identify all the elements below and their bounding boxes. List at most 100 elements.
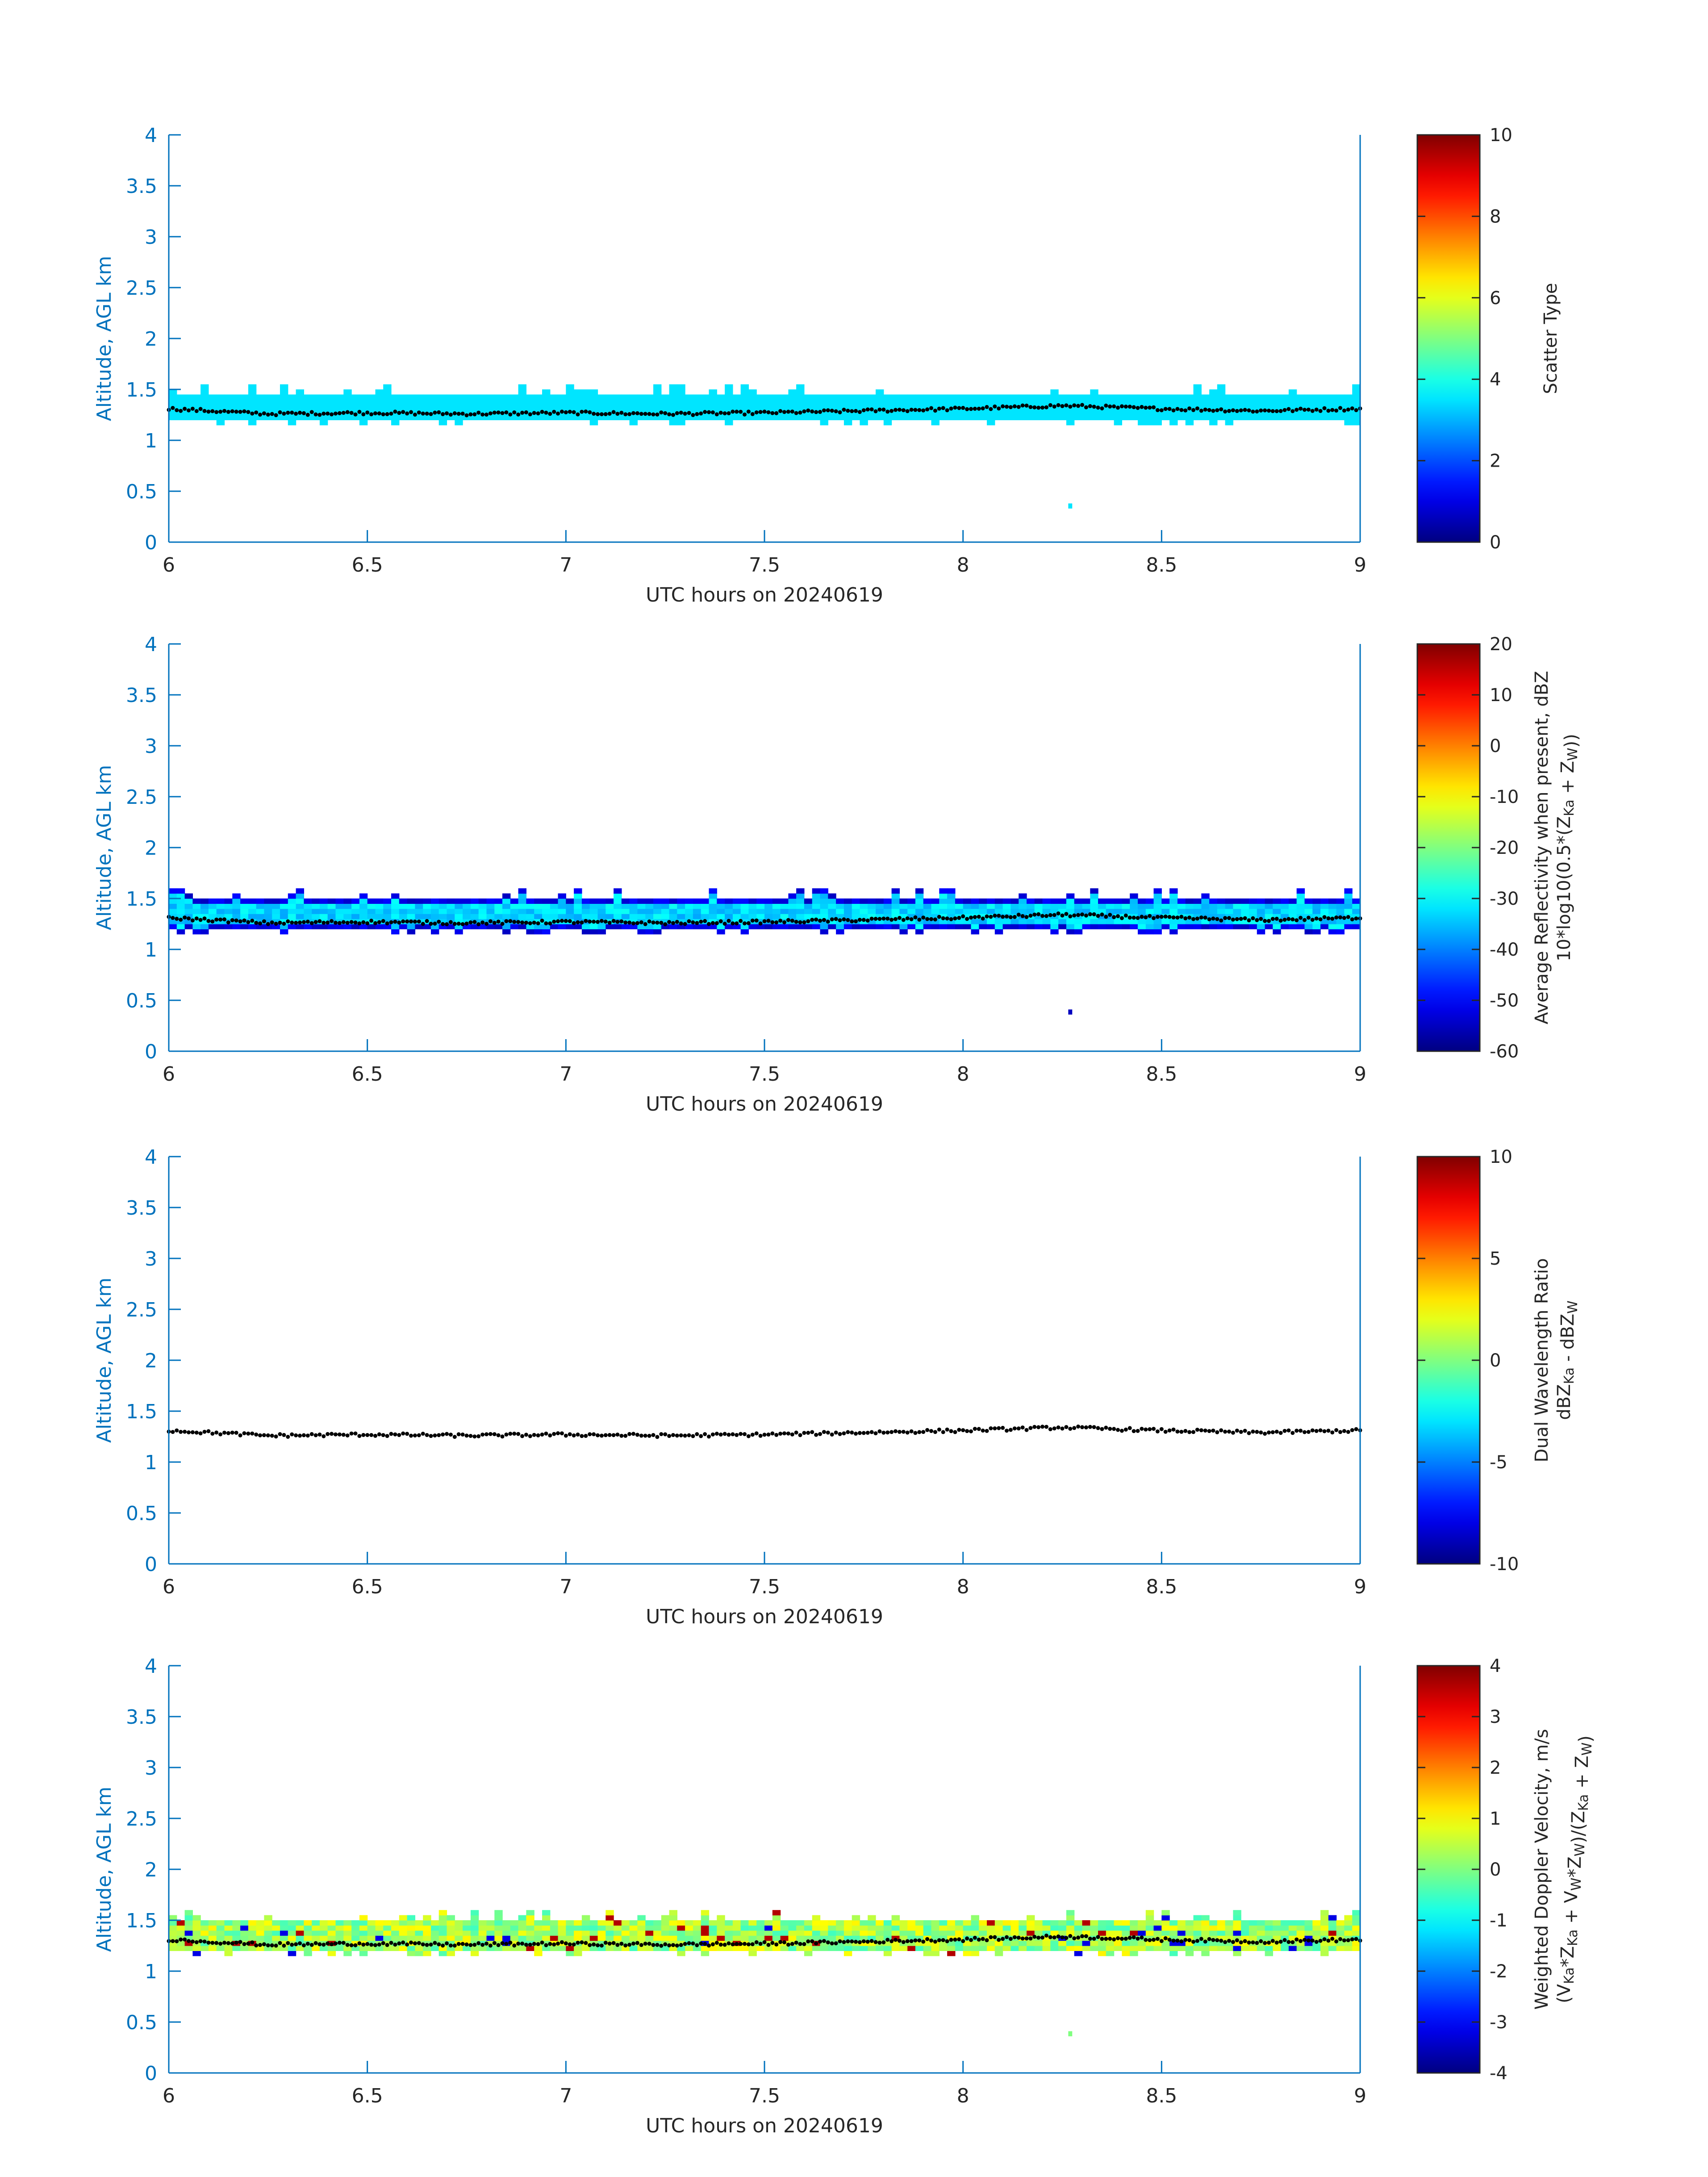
heatmap-cell bbox=[478, 1920, 487, 1926]
heatmap-cell bbox=[272, 1920, 280, 1926]
heatmap-cell bbox=[1217, 1920, 1226, 1926]
boundary-dot bbox=[881, 916, 886, 921]
heatmap-cell bbox=[288, 399, 296, 405]
heatmap-cell bbox=[1027, 898, 1035, 904]
boundary-dot bbox=[556, 411, 560, 416]
boundary-dot bbox=[941, 916, 945, 920]
heatmap-cell bbox=[423, 1946, 431, 1951]
heatmap-cell bbox=[415, 1930, 423, 1936]
heatmap-cell bbox=[1320, 903, 1329, 909]
heatmap-cell bbox=[796, 888, 805, 894]
boundary-dot bbox=[909, 1429, 914, 1433]
boundary-dot bbox=[417, 410, 421, 415]
heatmap-cell bbox=[399, 924, 408, 929]
boundary-dot bbox=[520, 1434, 524, 1438]
heatmap-cell bbox=[1138, 924, 1146, 929]
boundary-dot bbox=[266, 1943, 270, 1947]
boundary-dot bbox=[266, 412, 270, 417]
heatmap-cell bbox=[1265, 399, 1273, 405]
boundary-dot bbox=[989, 407, 993, 411]
heatmap-cell bbox=[1233, 1951, 1241, 1956]
heatmap-cell bbox=[288, 924, 296, 929]
heatmap-cell bbox=[780, 1930, 789, 1936]
heatmap-cell bbox=[343, 1946, 352, 1951]
heatmap-cell bbox=[240, 903, 249, 909]
heatmap-cell bbox=[1074, 1930, 1083, 1936]
boundary-dot bbox=[846, 918, 850, 922]
boundary-dot bbox=[460, 922, 465, 926]
heatmap-cell bbox=[772, 1925, 781, 1931]
heatmap-cell bbox=[383, 1930, 392, 1936]
heatmap-cell bbox=[1209, 1930, 1218, 1936]
heatmap-cell bbox=[192, 1951, 201, 1956]
boundary-dot bbox=[206, 409, 211, 414]
heatmap-cell bbox=[883, 394, 892, 400]
boundary-dot bbox=[1024, 403, 1029, 408]
boundary-dot bbox=[691, 1434, 695, 1438]
heatmap-cell bbox=[868, 1946, 876, 1951]
heatmap-cell bbox=[589, 1925, 598, 1931]
heatmap-cell bbox=[812, 415, 821, 420]
heatmap-cell bbox=[677, 399, 685, 405]
heatmap-cell bbox=[1177, 898, 1186, 904]
boundary-dot bbox=[187, 1939, 191, 1943]
heatmap-cell bbox=[296, 405, 304, 410]
heatmap-cell bbox=[518, 384, 526, 390]
boundary-dot bbox=[1326, 409, 1331, 413]
heatmap-cell bbox=[1304, 898, 1313, 904]
heatmap-cell bbox=[820, 399, 828, 405]
x-tick-label: 9 bbox=[1354, 554, 1366, 577]
heatmap-cell bbox=[1161, 409, 1170, 415]
y-tick-label: 2.5 bbox=[126, 786, 157, 809]
heatmap-cell bbox=[280, 1940, 288, 1946]
heatmap-cell bbox=[931, 394, 940, 400]
boundary-dot bbox=[309, 1432, 314, 1436]
heatmap-cell bbox=[1336, 1930, 1345, 1936]
heatmap-cell bbox=[860, 908, 868, 914]
heatmap-cell bbox=[589, 1930, 598, 1936]
heatmap-cell bbox=[375, 1930, 384, 1936]
boundary-dot bbox=[790, 919, 794, 923]
heatmap-cell bbox=[264, 394, 272, 400]
boundary-dot bbox=[675, 919, 679, 924]
boundary-dot bbox=[766, 410, 771, 414]
heatmap-cell bbox=[1058, 1940, 1067, 1946]
heatmap-cell bbox=[224, 1935, 233, 1941]
boundary-dot bbox=[1282, 1938, 1287, 1942]
heatmap-cell bbox=[208, 1925, 217, 1931]
boundary-dot bbox=[437, 1942, 441, 1947]
boundary-dot bbox=[187, 408, 191, 413]
heatmap-cell bbox=[1273, 1920, 1281, 1926]
heatmap-cell bbox=[1352, 384, 1361, 390]
boundary-dot bbox=[997, 1426, 1001, 1430]
boundary-dot bbox=[492, 1941, 497, 1945]
boundary-dot bbox=[1215, 917, 1219, 921]
heatmap-cell bbox=[200, 415, 209, 420]
heatmap-cell bbox=[1352, 394, 1361, 400]
heatmap-cell bbox=[1169, 1920, 1178, 1926]
boundary-dot bbox=[1322, 915, 1327, 919]
heatmap-cell bbox=[748, 1946, 757, 1951]
boundary-dot bbox=[1136, 1429, 1140, 1433]
heatmap-cell bbox=[1034, 924, 1043, 929]
boundary-dot bbox=[377, 411, 381, 416]
heatmap-cell bbox=[1114, 898, 1122, 904]
boundary-dot bbox=[1334, 408, 1339, 413]
boundary-dot bbox=[1044, 1933, 1048, 1938]
heatmap-cell bbox=[232, 1920, 241, 1926]
heatmap-cell bbox=[701, 1946, 710, 1951]
heatmap-cell bbox=[1130, 415, 1138, 420]
heatmap-cell bbox=[184, 898, 193, 904]
heatmap-cell bbox=[1153, 908, 1162, 914]
heatmap-cell bbox=[494, 924, 503, 929]
boundary-dot bbox=[1207, 1937, 1211, 1941]
y-tick-label: 3 bbox=[145, 1248, 157, 1270]
boundary-dot bbox=[671, 921, 675, 925]
heatmap-cell bbox=[208, 1946, 217, 1951]
heatmap-cell bbox=[661, 914, 670, 919]
heatmap-cell bbox=[431, 1925, 439, 1931]
boundary-dot bbox=[758, 410, 763, 414]
heatmap-cell bbox=[701, 1920, 710, 1926]
heatmap-cell bbox=[812, 399, 821, 405]
heatmap-cell bbox=[1344, 898, 1353, 904]
